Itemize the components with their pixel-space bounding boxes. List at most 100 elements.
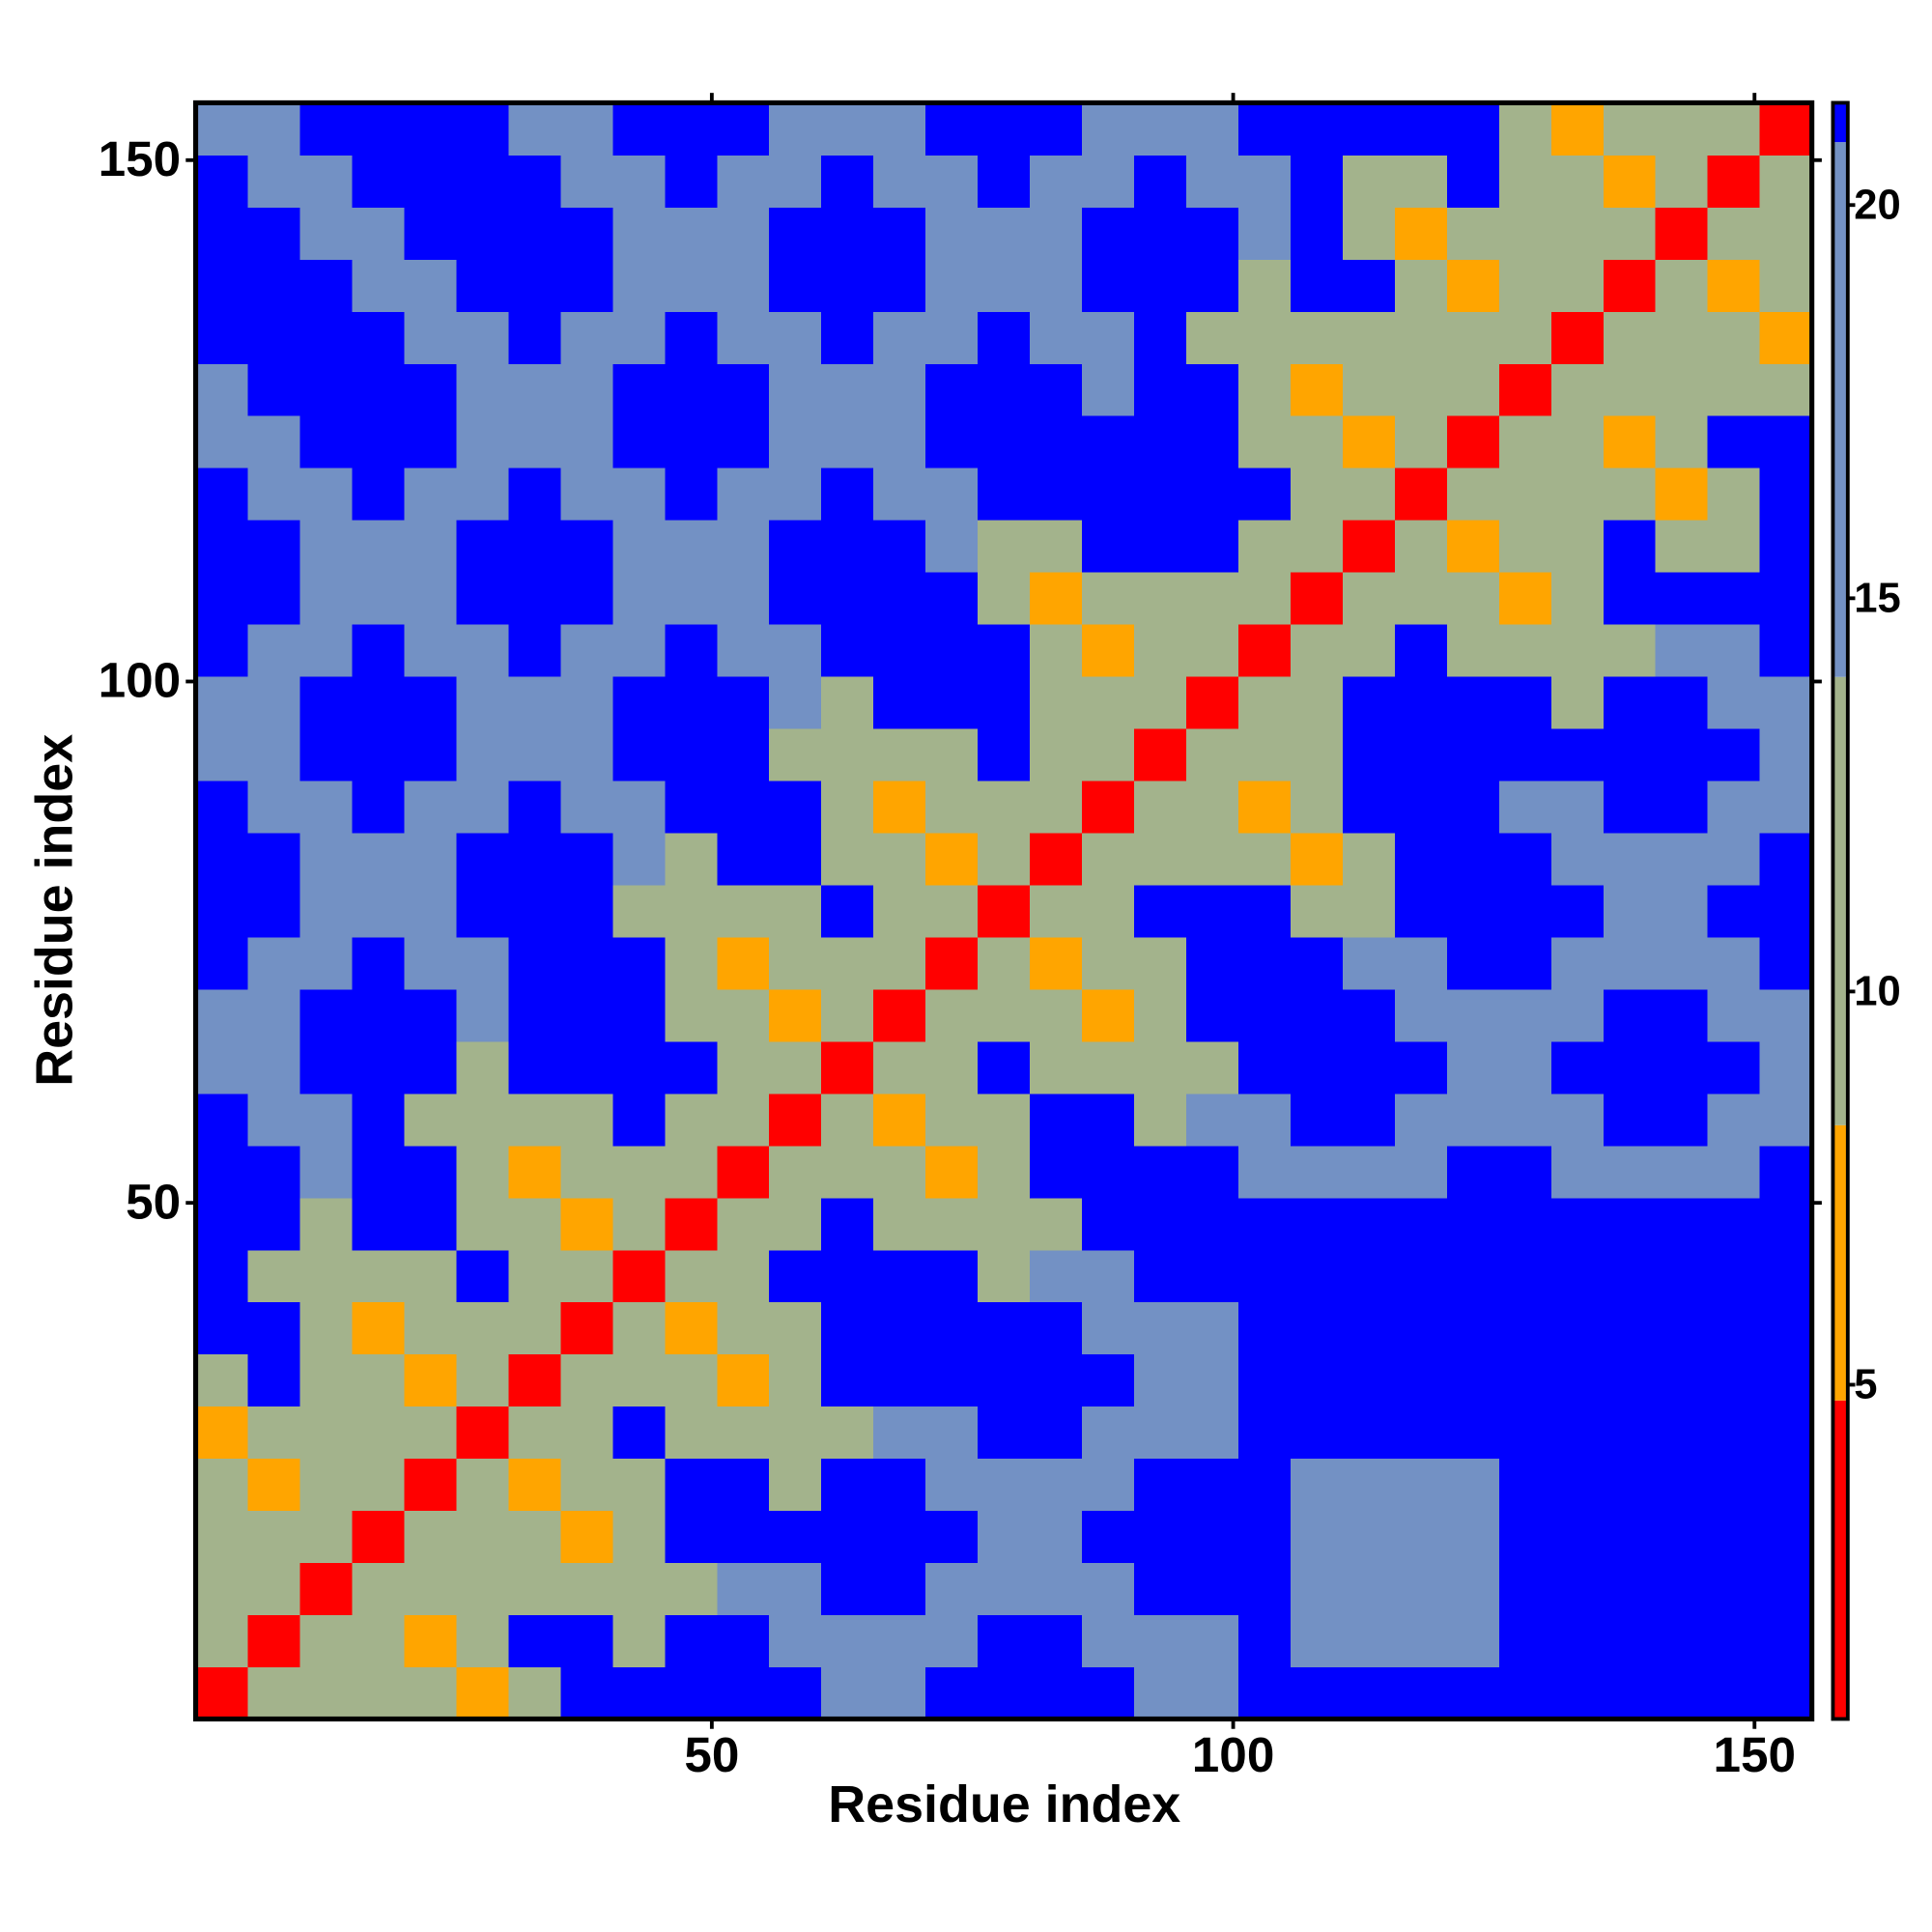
heatmap-cell: [978, 1145, 1031, 1199]
heatmap-cell: [978, 1093, 1031, 1147]
heatmap-cell: [1498, 1666, 1552, 1719]
heatmap-cell: [1342, 781, 1396, 834]
heatmap-cell: [769, 728, 822, 781]
heatmap-cell: [1030, 572, 1083, 625]
heatmap-cell: [1446, 1301, 1500, 1355]
colorbar-tick-label: 15: [1854, 575, 1900, 621]
heatmap-cell: [1082, 1197, 1135, 1251]
heatmap-cell: [1707, 1249, 1761, 1303]
heatmap-cell: [404, 572, 457, 625]
heatmap-cell: [665, 1406, 718, 1460]
heatmap-cell: [456, 155, 509, 208]
heatmap-cell: [717, 311, 770, 364]
heatmap-cell: [299, 676, 353, 729]
heatmap-cell: [299, 832, 353, 886]
heatmap-cell: [1550, 728, 1605, 781]
heatmap-cell: [1237, 1666, 1292, 1719]
heatmap-cell: [1655, 468, 1709, 521]
heatmap-cell: [1082, 884, 1135, 938]
heatmap-cell: [612, 311, 666, 364]
heatmap-cell: [1185, 1145, 1239, 1199]
heatmap-cell: [1134, 520, 1187, 573]
heatmap-cell: [1707, 988, 1761, 1042]
heatmap-cell: [1603, 1145, 1657, 1199]
heatmap-cell: [1082, 311, 1135, 364]
heatmap-cell: [299, 155, 353, 208]
heatmap-cell: [717, 363, 770, 416]
heatmap-cell: [247, 1562, 301, 1616]
heatmap-cell: [1759, 520, 1813, 573]
heatmap-cell: [1290, 1562, 1344, 1616]
heatmap-cell: [352, 676, 405, 729]
heatmap-cell: [1185, 1510, 1239, 1564]
heatmap-cell: [299, 572, 353, 625]
heatmap-cell: [717, 728, 770, 781]
heatmap-cell: [1707, 155, 1761, 208]
heatmap-cell: [1134, 1666, 1187, 1719]
heatmap-cell: [821, 624, 874, 677]
heatmap-cell: [1550, 1510, 1605, 1564]
heatmap-cell: [1134, 1145, 1187, 1199]
heatmap-cell: [1342, 832, 1396, 886]
heatmap-cell: [873, 832, 926, 886]
heatmap-cell: [1134, 1353, 1187, 1407]
heatmap-cell: [1185, 1562, 1239, 1616]
heatmap-cell: [665, 1093, 718, 1147]
heatmap-cell: [1342, 1301, 1396, 1355]
heatmap-cell: [925, 1510, 979, 1564]
x-axis-label: Residue index: [828, 1776, 1180, 1833]
heatmap-cell: [1134, 1510, 1187, 1564]
heatmap-cell: [978, 1406, 1031, 1460]
heatmap-cell: [195, 728, 249, 781]
heatmap-cell: [1498, 520, 1552, 573]
heatmap-cell: [1759, 1145, 1813, 1199]
heatmap-cell: [508, 1301, 561, 1355]
heatmap-cell: [195, 520, 249, 573]
heatmap-cell: [1655, 1145, 1709, 1199]
heatmap-cell: [508, 1510, 561, 1564]
heatmap-cell: [1082, 936, 1135, 990]
heatmap-cell: [612, 1353, 666, 1407]
heatmap-cell: [195, 1093, 249, 1147]
heatmap-cell: [299, 624, 353, 677]
plot-frame: [193, 99, 1815, 1722]
heatmap-cell: [352, 1249, 405, 1303]
heatmap-cell: [195, 884, 249, 938]
heatmap-cell: [247, 1353, 301, 1407]
heatmap-cell: [665, 1145, 718, 1199]
heatmap-cell: [560, 676, 613, 729]
heatmap-cell: [1290, 728, 1344, 781]
heatmap-cell: [352, 415, 405, 469]
heatmap-cell: [508, 311, 561, 364]
heatmap-cell: [1603, 1353, 1657, 1407]
heatmap-cell: [1550, 1301, 1605, 1355]
heatmap-cell: [1498, 1093, 1552, 1147]
heatmap-cell: [1082, 728, 1135, 781]
heatmap-cell: [612, 415, 666, 469]
heatmap-cell: [456, 884, 509, 938]
heatmap-cell: [1498, 1406, 1552, 1460]
heatmap-cell: [665, 1197, 718, 1251]
heatmap-cell: [873, 988, 926, 1042]
heatmap-cell: [1759, 311, 1813, 364]
heatmap-cell: [1759, 1040, 1813, 1094]
heatmap-cell: [821, 1406, 874, 1460]
heatmap-cell: [1603, 1510, 1657, 1564]
heatmap-cell: [612, 1197, 666, 1251]
heatmap-cell: [978, 1614, 1031, 1668]
heatmap-cell: [978, 936, 1031, 990]
heatmap-cell: [769, 1249, 822, 1303]
heatmap-cell: [1237, 1458, 1292, 1512]
heatmap-cell: [299, 1145, 353, 1199]
heatmap-cell: [1655, 415, 1709, 469]
heatmap-cell: [456, 1406, 509, 1460]
heatmap-cell: [1237, 415, 1292, 469]
heatmap-cell: [247, 1406, 301, 1460]
heatmap-cell: [1082, 988, 1135, 1042]
heatmap-cell: [1498, 1510, 1552, 1564]
heatmap-cell: [508, 624, 561, 677]
heatmap-cell: [1446, 520, 1500, 573]
heatmap-cell: [456, 1301, 509, 1355]
heatmap-cell: [1342, 1353, 1396, 1407]
heatmap-cell: [508, 155, 561, 208]
